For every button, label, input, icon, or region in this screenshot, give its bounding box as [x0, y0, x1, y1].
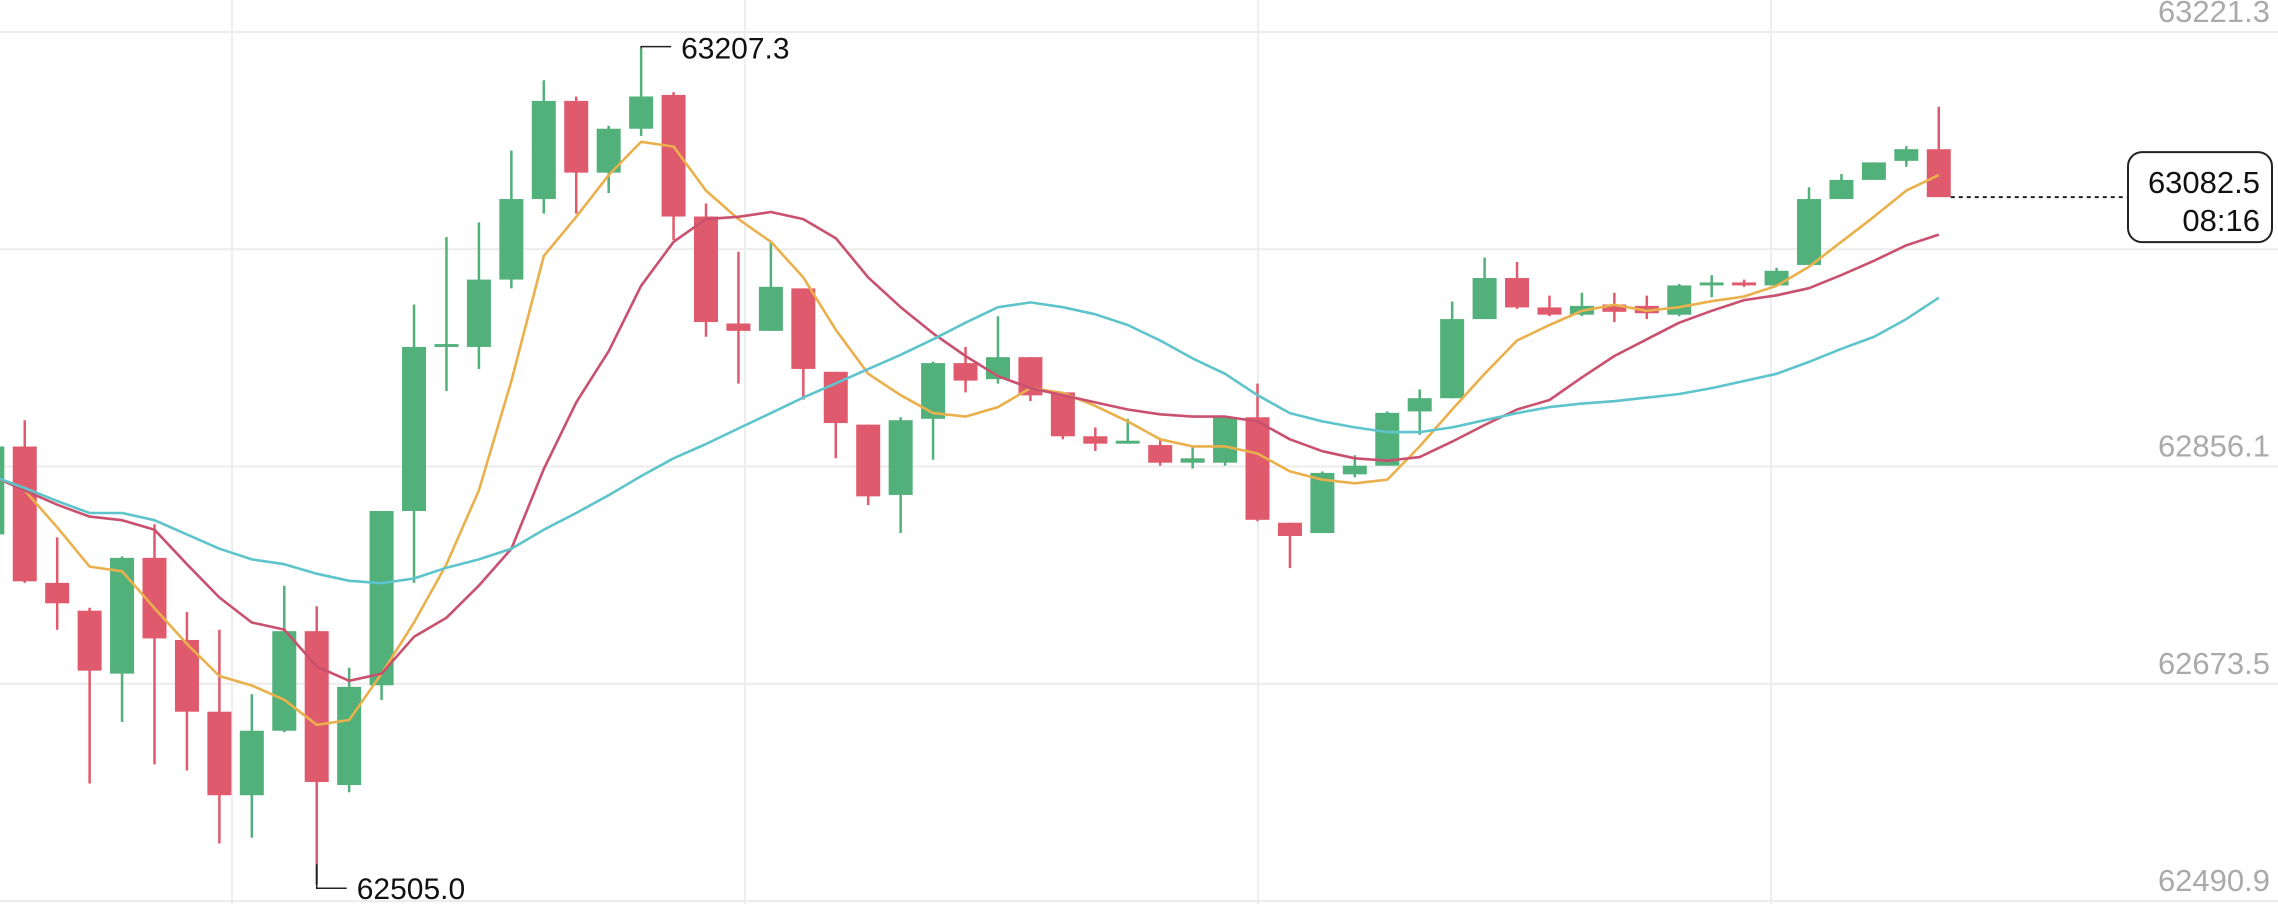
y-tick-label: 62856.1 [2158, 429, 2270, 464]
candle-body [77, 610, 102, 671]
candle-body [1861, 162, 1886, 180]
candle-body [856, 424, 881, 497]
last-price-box [2127, 151, 2273, 244]
candle-body [1180, 458, 1205, 463]
ma-line [0, 296, 1940, 585]
candle-body [1667, 285, 1692, 315]
candle-body [1245, 417, 1270, 520]
candle-body [1894, 149, 1919, 161]
candle-body [1148, 445, 1173, 463]
candle-body [12, 446, 37, 582]
candle-body [499, 199, 524, 280]
candle-body [953, 363, 978, 381]
candle-body [1342, 465, 1367, 475]
candle-body [726, 323, 751, 331]
candle-body [1829, 179, 1854, 200]
candle-body [0, 446, 5, 535]
candle-body [110, 557, 135, 674]
high-label: 63207.3 [681, 33, 789, 66]
candle-body [1310, 472, 1335, 534]
candle-body [1083, 436, 1108, 444]
candle-body [888, 420, 913, 495]
candle-body [402, 346, 427, 511]
y-tick-label: 63221.3 [2158, 0, 2270, 29]
y-tick-label: 62490.9 [2158, 863, 2270, 898]
candle-body [1764, 270, 1789, 286]
candle-body [1699, 282, 1724, 286]
last-price-label: 63082.5 [2148, 165, 2260, 200]
candle-body [434, 344, 459, 347]
time-grid [231, 0, 1772, 904]
high-pointer [640, 45, 672, 49]
candle-body [1050, 392, 1075, 437]
candle-body [531, 100, 556, 200]
candle-body [369, 510, 394, 686]
candle-body [1375, 412, 1400, 466]
candle-body [1440, 319, 1465, 399]
candle-body [661, 94, 686, 217]
candle-body [629, 96, 654, 129]
candle-body [1926, 149, 1951, 198]
candle-body [1277, 522, 1302, 536]
candle-body [1407, 398, 1432, 412]
candle-body [1115, 440, 1140, 444]
candle-body [1472, 278, 1497, 320]
countdown-label: 08:16 [2182, 203, 2260, 238]
candle-body [694, 216, 719, 323]
ma-line [0, 140, 1940, 727]
candle-body [1732, 282, 1757, 286]
candle-body [1797, 199, 1822, 265]
candle-body [337, 686, 362, 785]
candle-body [1602, 304, 1627, 312]
candle-body [1537, 307, 1562, 315]
candle-body [758, 286, 783, 331]
candle-body [466, 279, 491, 347]
candle-body [564, 100, 589, 173]
low-pointer [315, 864, 347, 889]
ma-line [0, 210, 1940, 683]
candle-body [1505, 278, 1530, 308]
candle-body [239, 730, 264, 796]
candle-body [921, 363, 946, 419]
candle-body [304, 631, 329, 783]
candle-body [207, 711, 232, 796]
candle-body [272, 631, 297, 731]
candle-body [1213, 417, 1238, 463]
candle-body [45, 582, 70, 604]
low-label: 62505.0 [357, 873, 465, 904]
candle-body [791, 288, 816, 369]
y-tick-label: 62673.5 [2158, 646, 2270, 681]
